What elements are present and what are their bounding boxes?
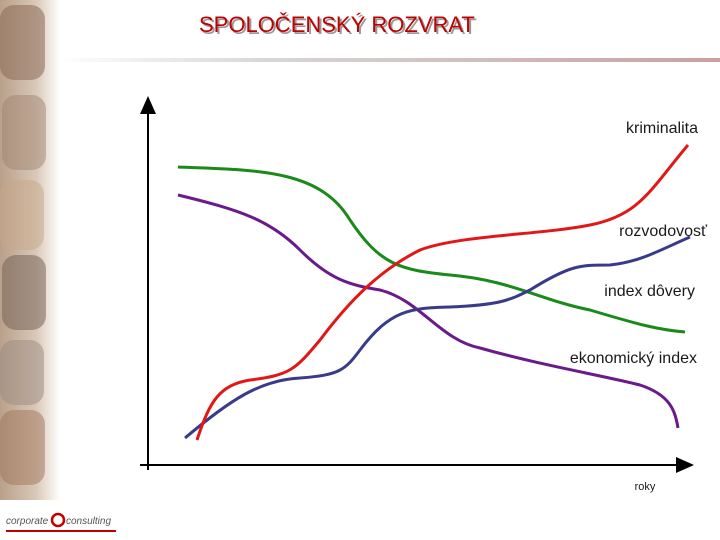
curve-label: ekonomický index	[570, 350, 697, 367]
crime-curve	[195, 144, 690, 441]
x-axis-label: roky	[635, 481, 656, 493]
title-shadow: SPOLOČENSKÝ ROZVRAT	[201, 14, 477, 39]
title: SPOLOČENSKÝ ROZVRAT	[199, 12, 475, 37]
divorce-curve	[184, 235, 691, 440]
photo-strip	[0, 0, 60, 500]
curve-label: index dôvery	[604, 283, 695, 300]
logo-rule	[6, 530, 116, 532]
trust-curve	[177, 165, 686, 334]
logo: corporate consulting	[6, 512, 116, 532]
logo-left: corporate	[6, 516, 49, 527]
logo-right: consulting	[66, 516, 111, 527]
curve-label: kriminalita	[626, 120, 698, 137]
title-rule	[60, 58, 720, 62]
curve-label: rozvodovosť	[619, 223, 708, 240]
logo-mark	[50, 512, 66, 528]
economy-curve	[177, 193, 680, 429]
